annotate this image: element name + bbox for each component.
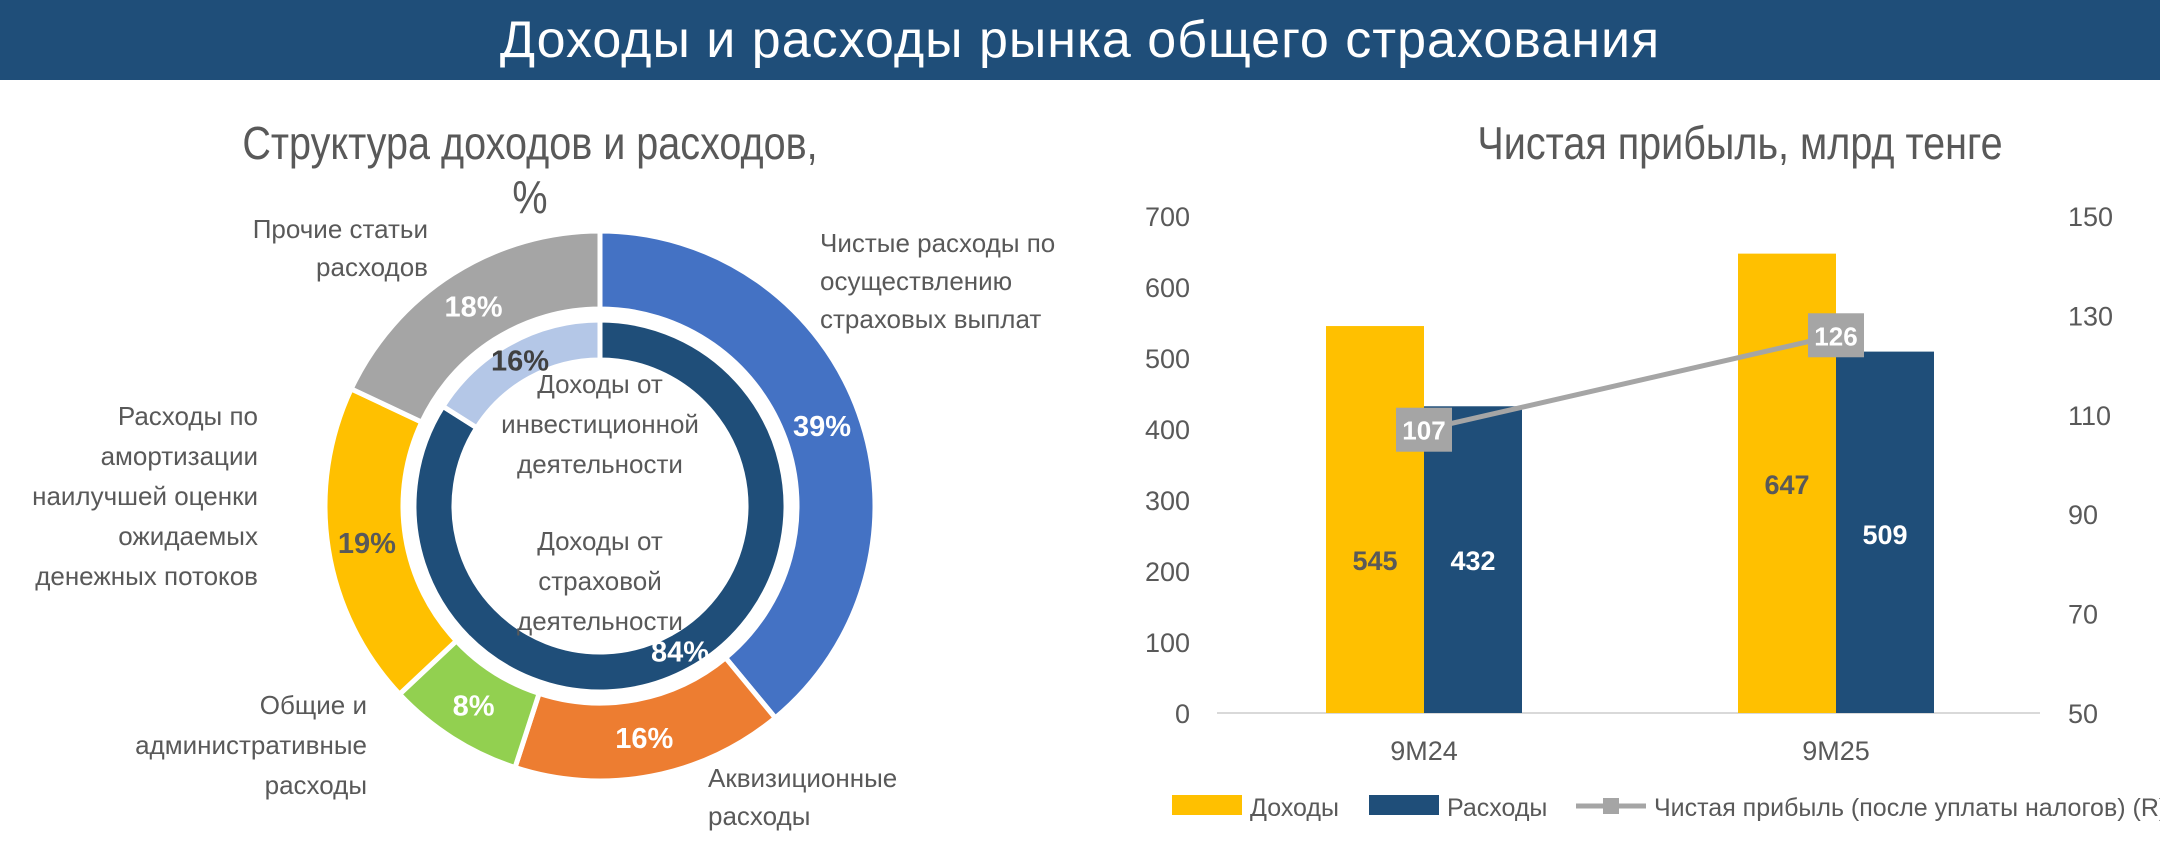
center-category-label-line: Доходы от <box>537 369 663 399</box>
bar-data-label: 432 <box>1450 546 1495 576</box>
donut-slice-inner <box>439 317 603 432</box>
right-axis-tick: 130 <box>2068 301 2113 331</box>
donut-value-label: 16% <box>491 346 549 378</box>
bar-data-label: 647 <box>1764 470 1809 500</box>
center-category-label-line: Доходы от <box>537 526 663 556</box>
left-axis-tick: 0 <box>1175 699 1190 729</box>
legend-swatch-expense <box>1369 795 1439 815</box>
right-axis-tick: 90 <box>2068 500 2098 530</box>
right-axis-tick: 150 <box>2068 202 2113 232</box>
outer-category-label-line: денежных потоков <box>35 561 258 591</box>
bar-income <box>1738 253 1836 713</box>
center-category-label-line: деятельности <box>517 449 683 479</box>
outer-category-label-line: амортизации <box>101 441 258 471</box>
donut-value-label: 8% <box>453 690 495 722</box>
donut-slice-inner <box>411 317 789 695</box>
legend-label-income: Доходы <box>1250 794 1339 822</box>
net-profit-marker <box>1396 407 1452 452</box>
center-category-label-line: деятельности <box>517 606 683 636</box>
bar-data-label: 545 <box>1352 546 1397 576</box>
outer-category-label-line: наилучшей оценки <box>32 481 258 511</box>
bar-chart-title: Чистая прибыль, млрд тенге <box>1477 117 2003 169</box>
outer-category-label-line: страховых выплат <box>820 304 1041 334</box>
page-title: Доходы и расходы рынка общего страховани… <box>499 11 1661 69</box>
page-header: Доходы и расходы рынка общего страховани… <box>0 0 2160 80</box>
donut-chart: 39% 16% 8% 19% 18% 84% 16% Чистые расходы по осу… <box>32 214 1055 831</box>
outer-category-label-line: ожидаемых <box>118 521 258 551</box>
x-axis-category: 9M25 <box>1802 736 1870 766</box>
outer-category-label-line: расходы <box>708 801 810 831</box>
outer-category-label-line: Общие и <box>260 690 367 720</box>
donut-value-label: 84% <box>651 636 709 668</box>
right-axis-tick: 110 <box>2068 401 2111 431</box>
left-axis-tick: 700 <box>1145 202 1190 232</box>
left-axis-tick: 600 <box>1145 273 1190 303</box>
donut-value-label: 18% <box>445 292 503 324</box>
donut-value-label: 19% <box>338 528 396 560</box>
legend-swatch-income <box>1172 795 1242 815</box>
net-profit-line <box>1423 332 1837 433</box>
donut-slice-outer <box>597 228 878 722</box>
center-category-label-line: инвестиционной <box>501 409 699 439</box>
donut-value-label: 16% <box>615 723 673 755</box>
bar-income <box>1326 326 1424 713</box>
outer-category-label-line: Расходы по <box>118 401 258 431</box>
outer-category-label-line: административные <box>135 730 367 760</box>
left-axis-tick: 100 <box>1145 628 1190 658</box>
net-profit-data-label: 107 <box>1402 416 1445 446</box>
left-axis-tick: 200 <box>1145 557 1190 587</box>
outer-category-label-line: Чистые расходы по <box>820 228 1055 258</box>
outer-category-label-line: Прочие статьи <box>253 214 428 244</box>
donut-slice-outer <box>347 228 603 426</box>
donut-value-label: 39% <box>793 411 851 443</box>
right-axis-tick: 50 <box>2068 699 2098 729</box>
outer-category-label-line: осуществлению <box>820 266 1012 296</box>
legend-label-net-profit: Чистая прибыль (после уплаты налогов) (R… <box>1654 794 2160 822</box>
legend-swatch-net-profit-marker <box>1603 798 1619 814</box>
bar-expense <box>1424 406 1522 713</box>
net-profit-marker <box>1808 313 1864 358</box>
center-category-label-line: страховой <box>538 566 662 596</box>
donut-chart-title: Структура доходов и расходов, % <box>242 117 818 223</box>
legend-label-expense: Расходы <box>1447 794 1547 822</box>
bar-data-label: 509 <box>1862 520 1907 550</box>
chart-legend: Доходы Расходы Чистая прибыль (после уплат… <box>1172 794 2160 822</box>
outer-category-label-line: расходы <box>265 770 367 800</box>
left-axis-tick: 500 <box>1145 344 1190 374</box>
outer-category-label-line: расходов <box>316 252 428 282</box>
right-axis-tick: 70 <box>2068 600 2098 630</box>
bar-expense <box>1836 351 1934 713</box>
x-axis-category: 9M24 <box>1390 736 1458 766</box>
left-axis-tick: 300 <box>1145 486 1190 516</box>
left-axis-tick: 400 <box>1145 415 1190 445</box>
outer-category-label-line: Аквизиционные <box>708 763 897 793</box>
net-profit-data-label: 126 <box>1814 321 1857 351</box>
